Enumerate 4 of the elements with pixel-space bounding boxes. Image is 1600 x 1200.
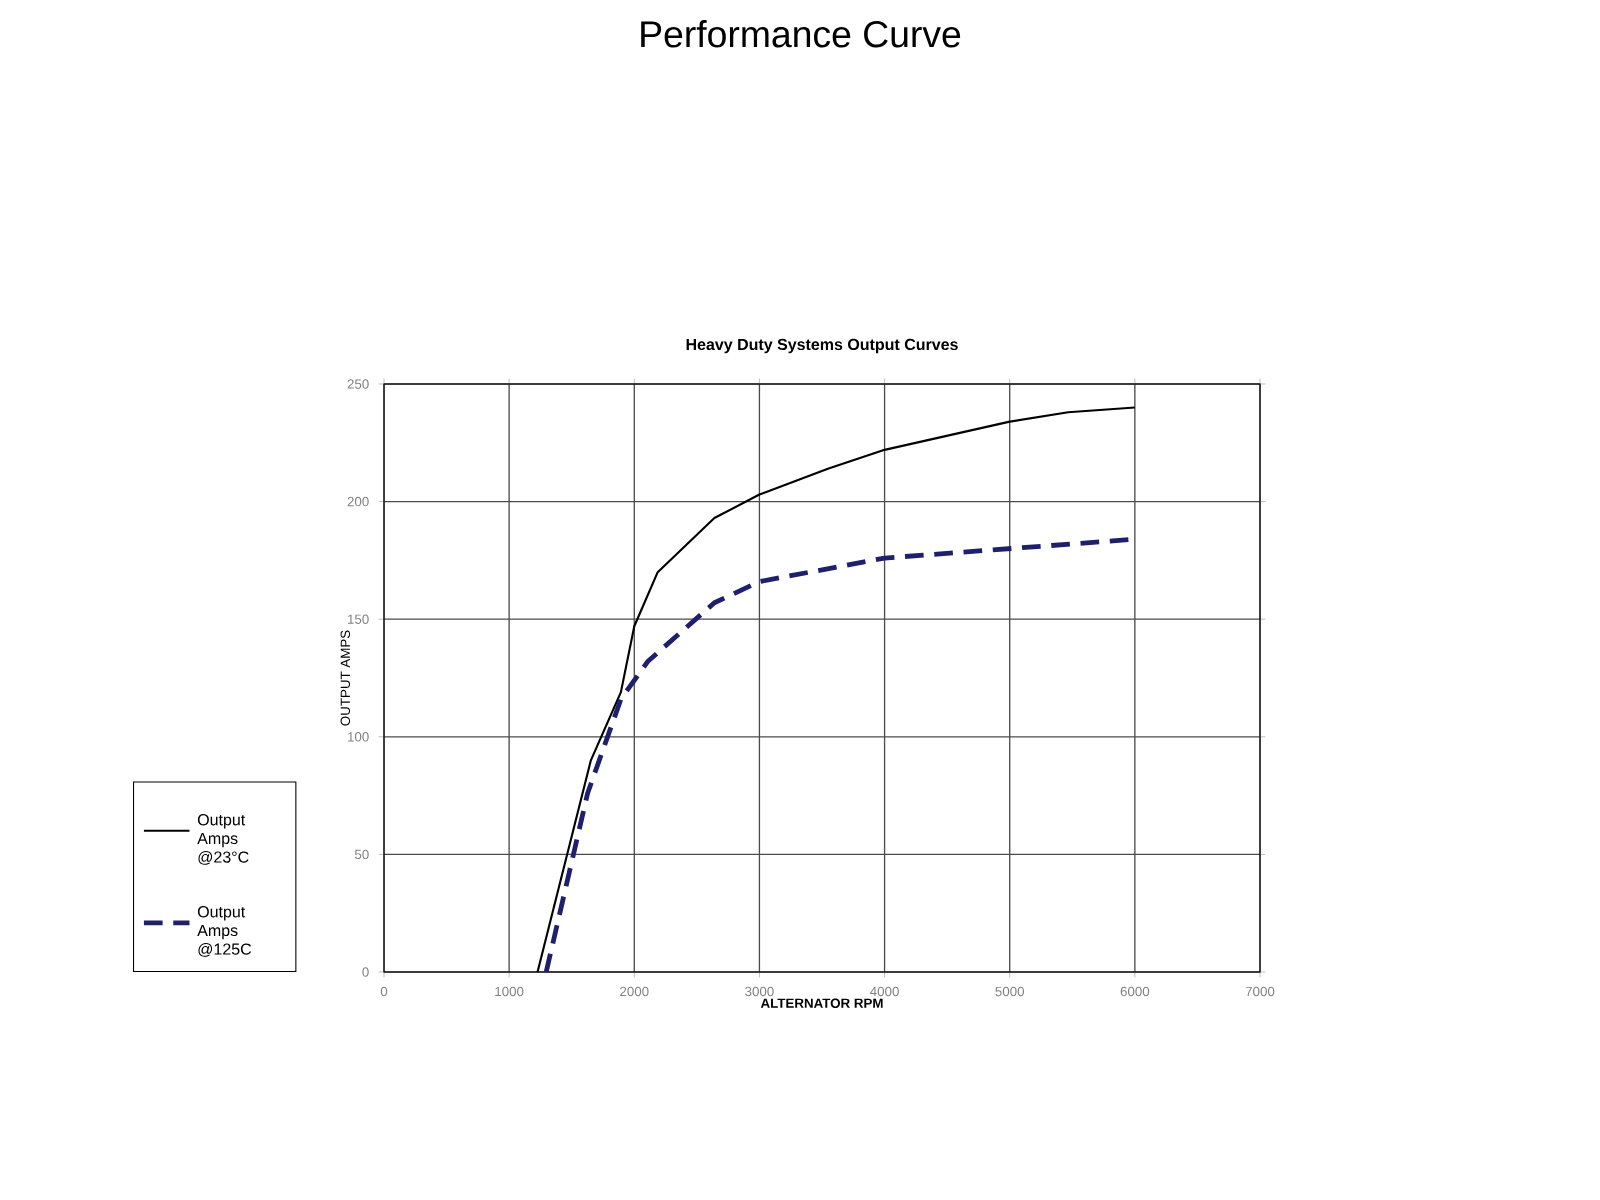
chart-title: Performance Curve <box>641 20 961 48</box>
legend-label: Output Amps @125C <box>197 906 252 957</box>
chart-subtitle: Heavy Duty Systems Output Curves <box>686 338 958 354</box>
legend-label: Output Amps @23°C <box>197 814 249 865</box>
